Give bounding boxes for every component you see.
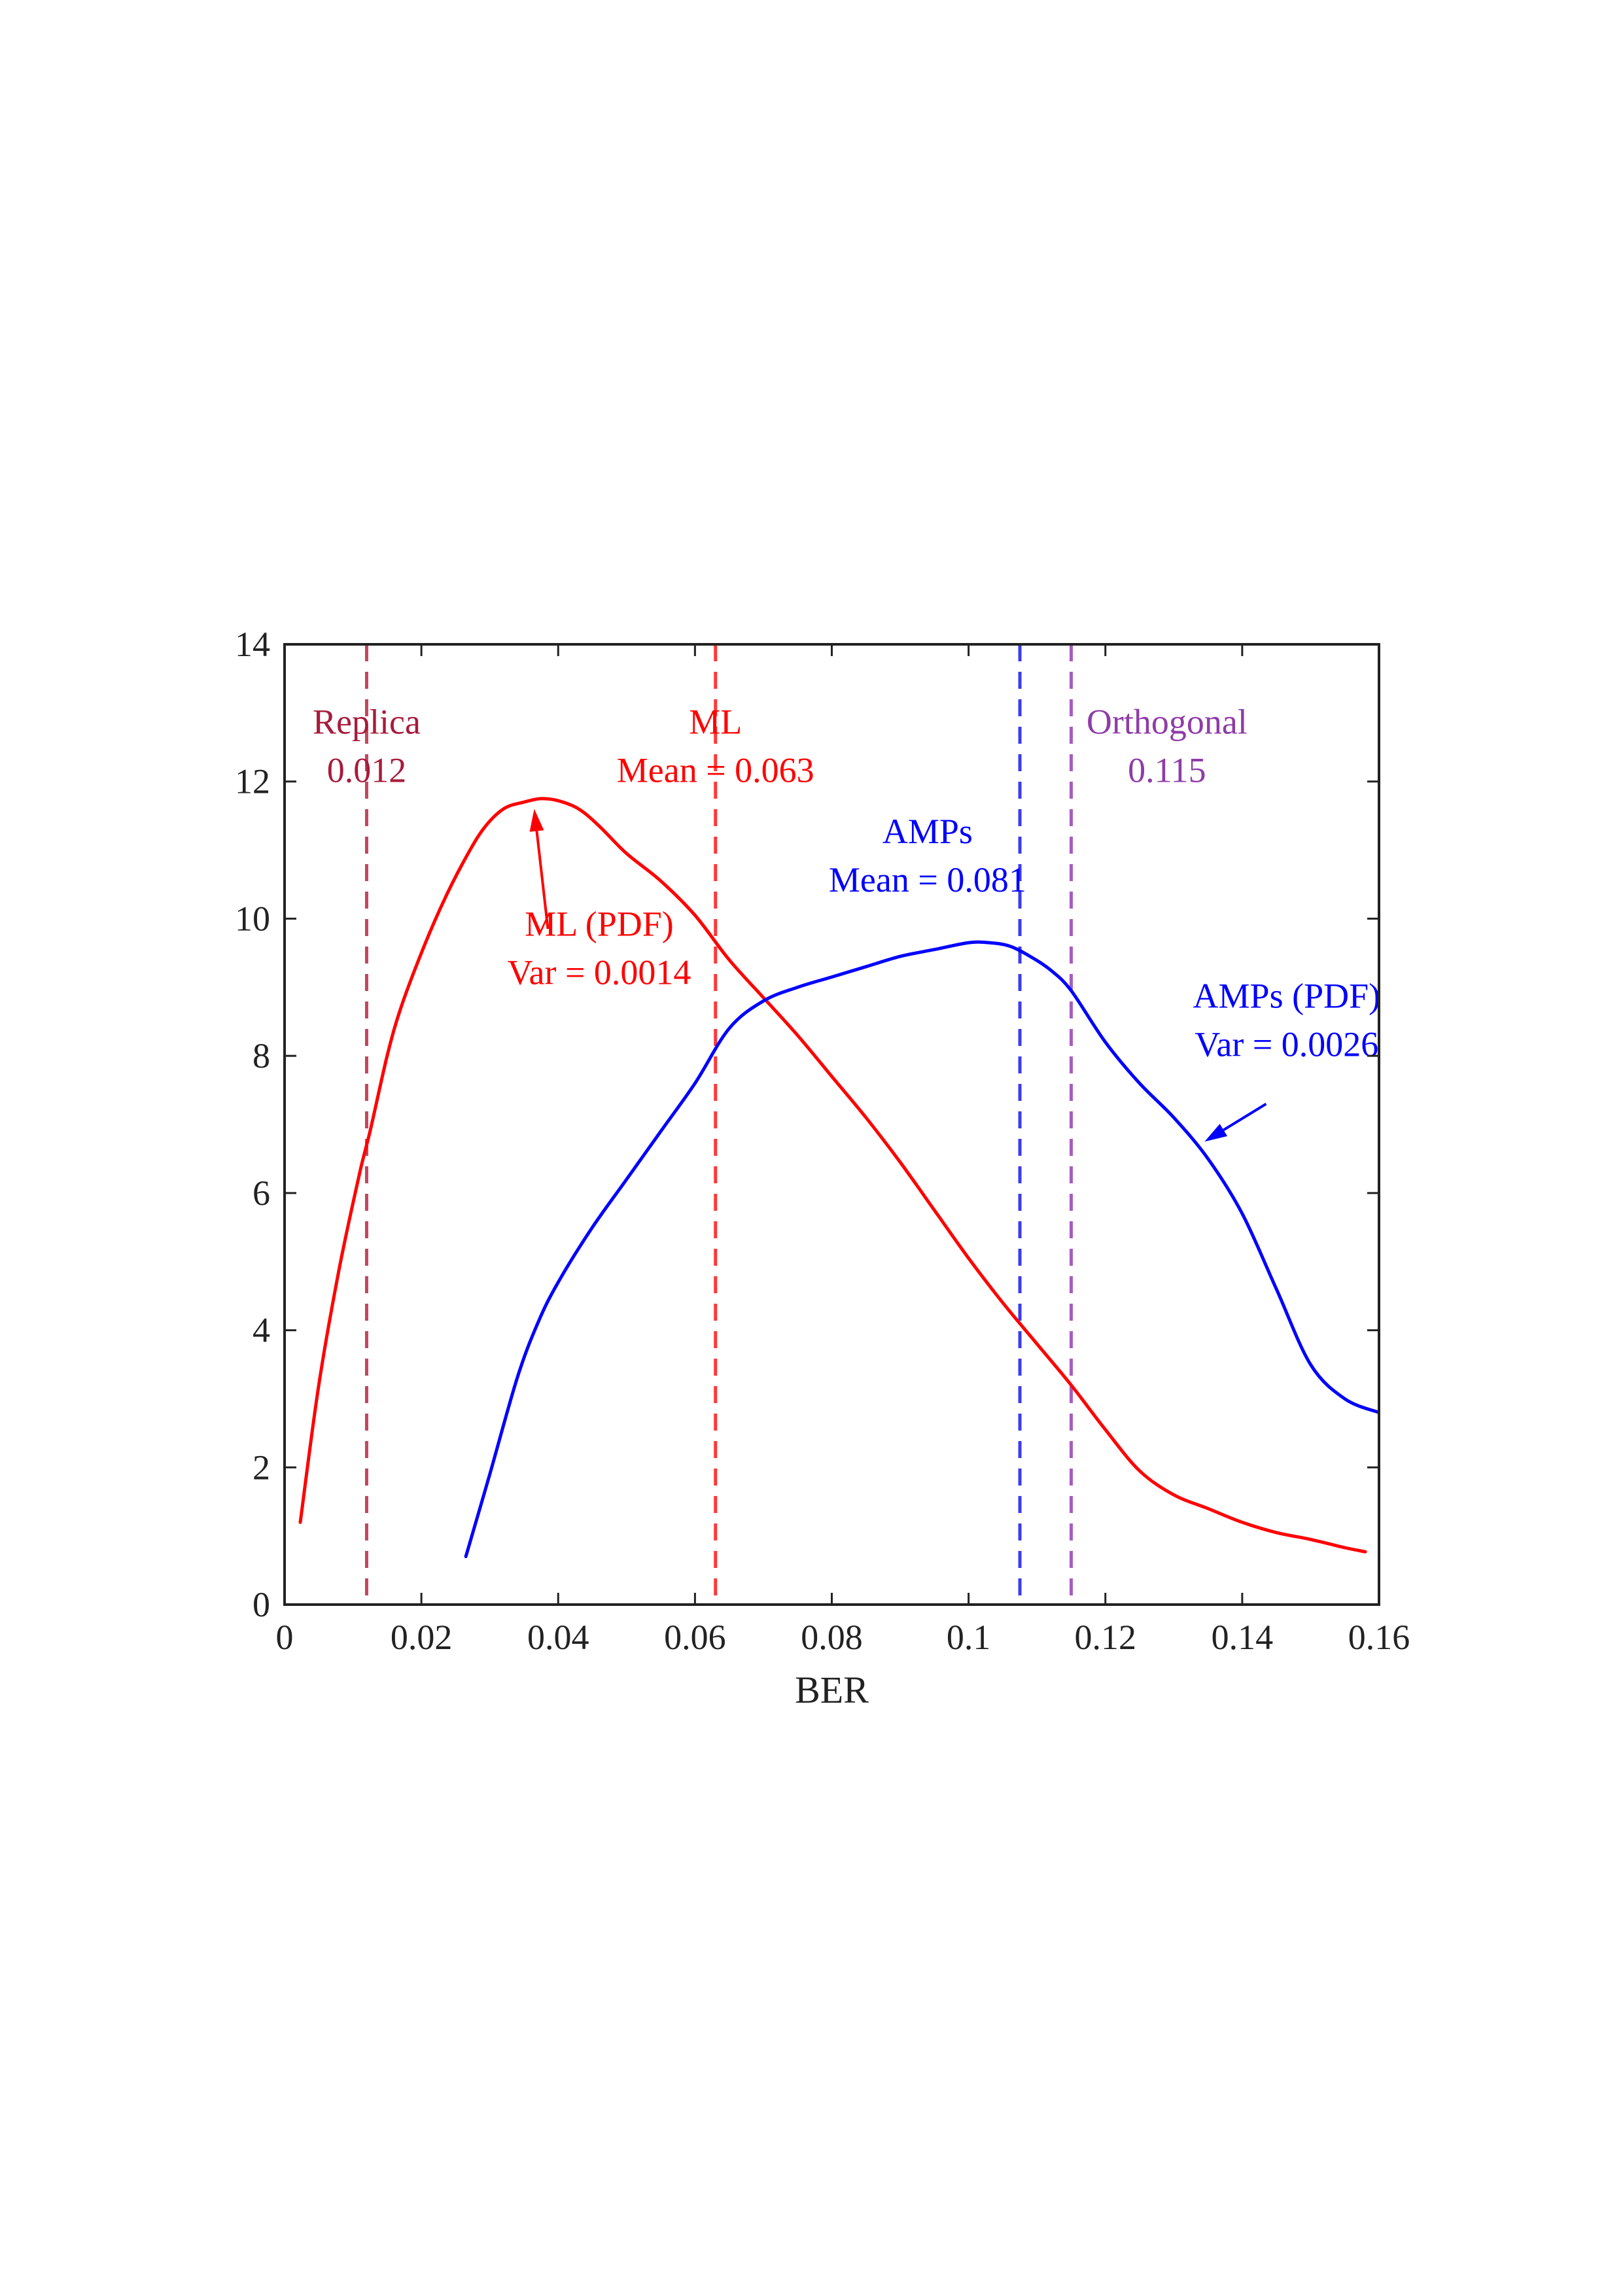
arrow-shaft-0 <box>535 831 550 930</box>
y-tick-label-6: 12 <box>235 762 270 801</box>
arrow-shaft-1 <box>1223 1102 1267 1132</box>
series-line-0 <box>298 797 1367 1554</box>
x-tick-label-4: 0.08 <box>801 1618 863 1657</box>
y-tick-label-3: 6 <box>253 1174 270 1213</box>
annotation-1: ML Mean = 0.063 <box>617 702 814 790</box>
annotation-2-line-0: AMPs <box>882 812 973 851</box>
y-tick-label-4: 8 <box>253 1036 270 1075</box>
x-axis-title: BER <box>795 1669 869 1711</box>
annotation-2-line-1: Mean = 0.081 <box>829 860 1026 899</box>
plot-area: Replica 0.012 ML Mean = 0.063 AMPs Mean = 0.0… <box>298 644 1381 1605</box>
annotation-1-line-0: ML <box>689 702 742 741</box>
x-tick-label-8: 0.16 <box>1348 1618 1410 1657</box>
x-tick-label-3: 0.06 <box>664 1618 726 1657</box>
x-tick-label-2: 0.04 <box>527 1618 589 1657</box>
arrow-head-0 <box>529 809 544 832</box>
y-tick-label-2: 4 <box>253 1311 270 1350</box>
x-tick-label-1: 0.02 <box>391 1618 453 1657</box>
annotation-3: Orthogonal 0.115 <box>1087 702 1248 790</box>
annotation-1-line-1: Mean = 0.063 <box>617 750 814 790</box>
annotation-5-line-0: AMPs (PDF) <box>1193 977 1381 1016</box>
annotation-4-line-1: Var = 0.0014 <box>508 953 691 992</box>
annotation-5-line-1: Var = 0.0026 <box>1195 1025 1378 1064</box>
annotation-3-line-0: Orthogonal <box>1087 702 1248 741</box>
annotation-4-line-0: ML (PDF) <box>525 905 674 944</box>
x-tick-label-6: 0.12 <box>1075 1618 1137 1657</box>
y-tick-label-7: 14 <box>235 625 270 664</box>
series-line-1 <box>464 940 1379 1559</box>
axes-box <box>283 643 1380 1606</box>
annotation-5: AMPs (PDF) Var = 0.0026 <box>1193 977 1381 1064</box>
annotation-3-line-1: 0.115 <box>1128 750 1206 790</box>
x-tick-label-7: 0.14 <box>1212 1618 1274 1657</box>
annotation-0-line-1: 0.012 <box>327 750 407 790</box>
axes: 0 0.02 0.04 0.06 0.08 0.1 0.12 0.14 0.16 0 2 4 6 8 10 1… <box>235 625 1410 1657</box>
annotation-2: AMPs Mean = 0.081 <box>829 812 1026 899</box>
annotation-0: Replica 0.012 <box>313 702 421 790</box>
y-tick-label-5: 10 <box>235 899 270 938</box>
arrow-head-1 <box>1204 1124 1228 1142</box>
y-tick-label-0: 0 <box>253 1585 270 1624</box>
annotation-0-line-0: Replica <box>313 702 421 741</box>
annotation-4: ML (PDF) Var = 0.0014 <box>508 905 691 992</box>
x-tick-label-5: 0.1 <box>947 1618 991 1657</box>
y-tick-label-1: 2 <box>253 1448 270 1487</box>
x-tick-label-0: 0 <box>276 1618 294 1657</box>
